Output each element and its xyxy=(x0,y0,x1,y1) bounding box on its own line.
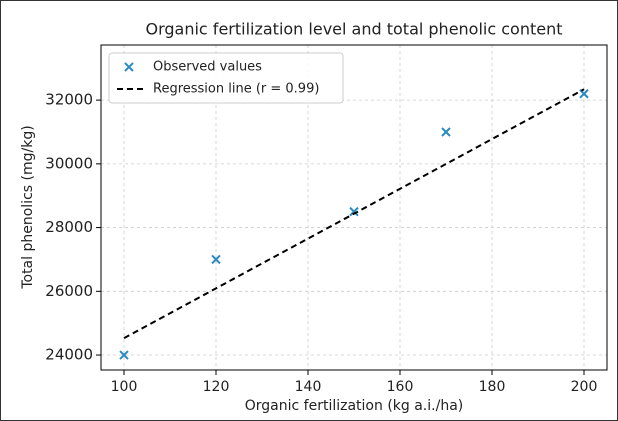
point xyxy=(349,206,359,217)
legend-label: Observed values xyxy=(153,60,262,75)
legend-marker xyxy=(124,62,134,72)
point xyxy=(579,89,589,99)
legend-box xyxy=(108,52,344,104)
point xyxy=(119,350,129,360)
x-tick-label: 120 xyxy=(203,379,230,395)
x-tick-label: 140 xyxy=(295,379,322,395)
chart-title: Organic fertilization level and total ph… xyxy=(145,20,562,39)
x-axis-label: Organic fertilization (kg a.i./ha) xyxy=(245,398,463,414)
x-tick-label: 200 xyxy=(571,379,598,395)
y-tick-label: 26000 xyxy=(45,282,93,300)
x-tick-label: 100 xyxy=(111,379,138,395)
y-tick-label: 30000 xyxy=(45,154,93,172)
legend-label: Regression line (r = 0.99) xyxy=(153,82,319,97)
y-axis-label: Total phenolics (mg/kg) xyxy=(20,125,36,289)
point xyxy=(441,127,451,137)
plot-area xyxy=(100,44,608,371)
x-tick-label: 180 xyxy=(479,379,506,395)
regression-line xyxy=(123,88,585,340)
y-tick-label: 28000 xyxy=(45,218,93,236)
y-tick-label: 24000 xyxy=(45,346,93,364)
y-tick-label: 32000 xyxy=(45,91,93,109)
x-tick-label: 160 xyxy=(387,379,414,395)
point xyxy=(211,254,221,265)
